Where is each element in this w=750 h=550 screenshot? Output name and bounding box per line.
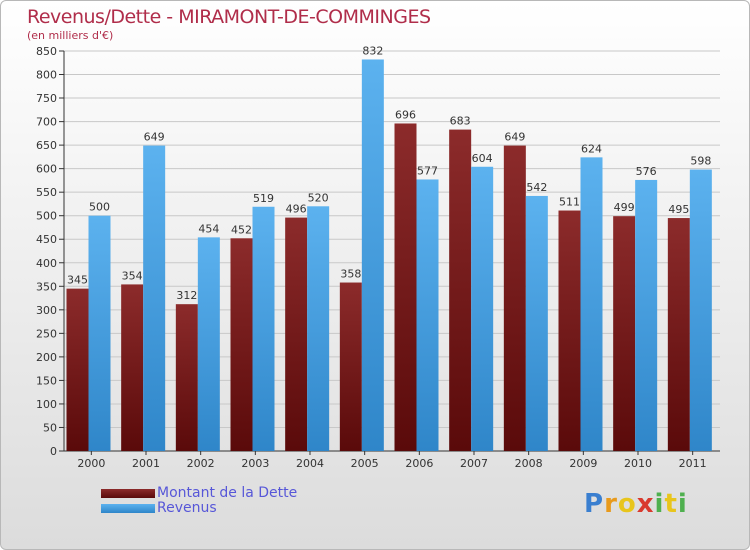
y-tick-label: 250 <box>36 327 57 340</box>
label-dette-2007: 683 <box>450 115 471 128</box>
bar-revenus-2005 <box>361 59 384 452</box>
label-dette-2009: 511 <box>559 196 580 209</box>
label-dette-2005: 358 <box>340 268 361 281</box>
label-revenus-2007: 604 <box>472 152 493 165</box>
y-tick-label: 750 <box>36 92 57 105</box>
y-tick-label: 650 <box>36 139 57 152</box>
proxiti-logo: Proxiti <box>584 489 688 519</box>
x-tick-label: 2000 <box>77 457 105 470</box>
bar-dette-2009 <box>558 210 581 451</box>
bar-dette-2005 <box>339 282 362 451</box>
bar-revenus-2000 <box>88 215 111 451</box>
bar-revenus-2002 <box>197 237 220 451</box>
bar-revenus-2009 <box>580 157 603 451</box>
logo-letter: o <box>617 489 637 519</box>
bar-dette-2002 <box>175 304 198 451</box>
label-revenus-2001: 649 <box>144 131 165 144</box>
x-tick-label: 2005 <box>351 457 379 470</box>
chart-title: Revenus/Dette - MIRAMONT-DE-COMMINGES <box>27 6 431 28</box>
label-dette-2004: 496 <box>286 203 307 216</box>
y-tick-label: 300 <box>36 304 57 317</box>
y-tick-label: 400 <box>36 257 57 270</box>
x-tick-label: 2003 <box>241 457 269 470</box>
logo-letter: i <box>677 489 688 519</box>
x-tick-label: 2009 <box>569 457 597 470</box>
bar-revenus-2008 <box>525 195 548 451</box>
logo-letter: t <box>664 489 678 519</box>
y-tick-label: 850 <box>36 45 57 58</box>
y-tick-label: 350 <box>36 280 57 293</box>
label-revenus-2011: 598 <box>690 155 711 168</box>
label-dette-2010: 499 <box>614 201 635 214</box>
y-tick-label: 100 <box>36 398 57 411</box>
bar-dette-2006 <box>394 123 417 452</box>
y-tick-label: 500 <box>36 210 57 223</box>
bar-dette-2004 <box>285 217 308 451</box>
y-tick-label: 550 <box>36 186 57 199</box>
label-revenus-2003: 519 <box>253 192 274 205</box>
x-tick-label: 2008 <box>515 457 543 470</box>
y-tick-label: 450 <box>36 233 57 246</box>
bar-revenus-2010 <box>635 179 658 452</box>
label-revenus-2008: 542 <box>526 181 547 194</box>
legend-label-dette: Montant de la Dette <box>157 485 298 501</box>
y-tick-label: 800 <box>36 69 57 82</box>
bar-revenus-2007 <box>471 166 494 451</box>
bar-dette-2001 <box>121 284 144 451</box>
label-revenus-2000: 500 <box>89 201 110 214</box>
bar-revenus-2006 <box>416 179 439 451</box>
label-dette-2006: 696 <box>395 108 416 121</box>
label-dette-2002: 312 <box>176 289 197 302</box>
x-tick-label: 2010 <box>624 457 652 470</box>
y-tick-label: 700 <box>36 116 57 129</box>
logo-letter: P <box>584 489 605 519</box>
label-dette-2008: 649 <box>504 131 525 144</box>
bar-dette-2007 <box>449 129 472 451</box>
label-dette-2011: 495 <box>668 203 689 216</box>
y-tick-label: 600 <box>36 163 57 176</box>
chart-subtitle: (en milliers d'€) <box>27 29 114 42</box>
x-tick-label: 2011 <box>679 457 707 470</box>
label-revenus-2009: 624 <box>581 142 602 155</box>
y-tick-label: 50 <box>43 421 57 434</box>
label-revenus-2004: 520 <box>308 191 329 204</box>
bar-revenus-2004 <box>307 206 330 451</box>
bar-dette-2010 <box>613 216 636 451</box>
logo-letter: i <box>654 489 665 519</box>
label-dette-2000: 345 <box>67 274 88 287</box>
y-tick-label: 200 <box>36 351 57 364</box>
label-revenus-2006: 577 <box>417 164 438 177</box>
label-dette-2003: 452 <box>231 223 252 236</box>
y-tick-label: 150 <box>36 374 57 387</box>
bar-dette-2011 <box>667 218 690 451</box>
x-tick-label: 2002 <box>187 457 215 470</box>
bar-dette-2008 <box>503 145 526 451</box>
legend-swatch-dette <box>101 489 155 498</box>
logo-letter: r <box>604 489 618 519</box>
x-tick-label: 2006 <box>405 457 433 470</box>
legend-label-revenus: Revenus <box>157 500 217 516</box>
bar-revenus-2001 <box>143 145 166 451</box>
legend-swatch-revenus <box>101 504 155 513</box>
bar-revenus-2011 <box>689 169 712 451</box>
label-revenus-2005: 832 <box>362 44 383 57</box>
x-tick-label: 2004 <box>296 457 324 470</box>
label-dette-2001: 354 <box>122 269 143 282</box>
bar-dette-2000 <box>66 288 89 451</box>
logo-letter: x <box>636 489 655 519</box>
x-tick-label: 2007 <box>460 457 488 470</box>
bar-dette-2003 <box>230 238 253 451</box>
x-tick-label: 2001 <box>132 457 160 470</box>
bar-revenus-2003 <box>252 206 275 451</box>
label-revenus-2010: 576 <box>636 165 657 178</box>
y-tick-label: 0 <box>50 445 57 458</box>
label-revenus-2002: 454 <box>198 222 219 235</box>
